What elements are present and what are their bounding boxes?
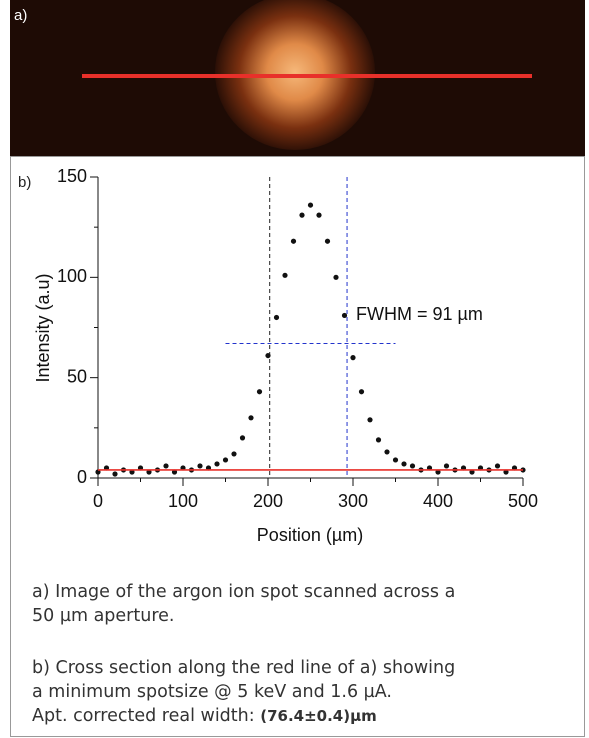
x-tick-label: 300 (338, 491, 368, 511)
caption-line: a) Image of the argon ion spot scanned a… (32, 580, 455, 604)
x-tick-label: 0 (93, 491, 103, 511)
y-tick-label: 50 (67, 366, 87, 386)
data-point (248, 415, 253, 420)
data-point (359, 389, 364, 394)
data-point (410, 463, 415, 468)
data-point (112, 471, 117, 476)
data-point (265, 353, 270, 358)
data-point (316, 213, 321, 218)
x-tick-label: 500 (508, 491, 538, 511)
data-point (376, 437, 381, 442)
data-point (231, 451, 236, 456)
panel-label: b) (18, 174, 31, 191)
data-point (308, 202, 313, 207)
caption-line: 50 µm aperture. (32, 604, 455, 628)
caption: a) Image of the argon ion spot scanned a… (32, 580, 455, 728)
data-point (214, 461, 219, 466)
y-axis-title: Intensity (a.u) (33, 273, 53, 382)
x-tick-label: 400 (423, 491, 453, 511)
caption-line: a minimum spotsize @ 5 keV and 1.6 µA. (32, 680, 455, 704)
data-point (274, 315, 279, 320)
data-point (367, 417, 372, 422)
data-point (393, 457, 398, 462)
data-point (333, 275, 338, 280)
data-point (384, 449, 389, 454)
data-point (240, 435, 245, 440)
x-tick-label: 200 (253, 491, 283, 511)
data-point (444, 463, 449, 468)
data-point (197, 463, 202, 468)
panel-label: a) (14, 7, 27, 24)
x-axis-title: Position (µm) (257, 525, 363, 545)
annotation: FWHM = 91 µm (356, 304, 483, 324)
x-tick-label: 100 (168, 491, 198, 511)
data-point (291, 239, 296, 244)
y-tick-label: 150 (57, 166, 87, 186)
y-tick-label: 0 (77, 467, 87, 487)
data-point (342, 313, 347, 318)
data-point (325, 239, 330, 244)
data-point (257, 389, 262, 394)
data-point (401, 461, 406, 466)
caption-line: Apt. corrected real width: (76.4±0.4)µm (32, 704, 455, 728)
page: a) b) FWHM = 91 µm Position (µm) Intensi… (0, 0, 589, 738)
data-point (299, 213, 304, 218)
data-point (223, 457, 228, 462)
caption-line: b) Cross section along the red line of a… (32, 656, 455, 680)
caption-value: (76.4±0.4)µm (260, 707, 377, 725)
caption-text: Apt. corrected real width: (32, 706, 255, 726)
data-point (163, 463, 168, 468)
data-point (282, 273, 287, 278)
data-point (495, 463, 500, 468)
y-tick-label: 100 (57, 266, 87, 286)
data-point (350, 355, 355, 360)
